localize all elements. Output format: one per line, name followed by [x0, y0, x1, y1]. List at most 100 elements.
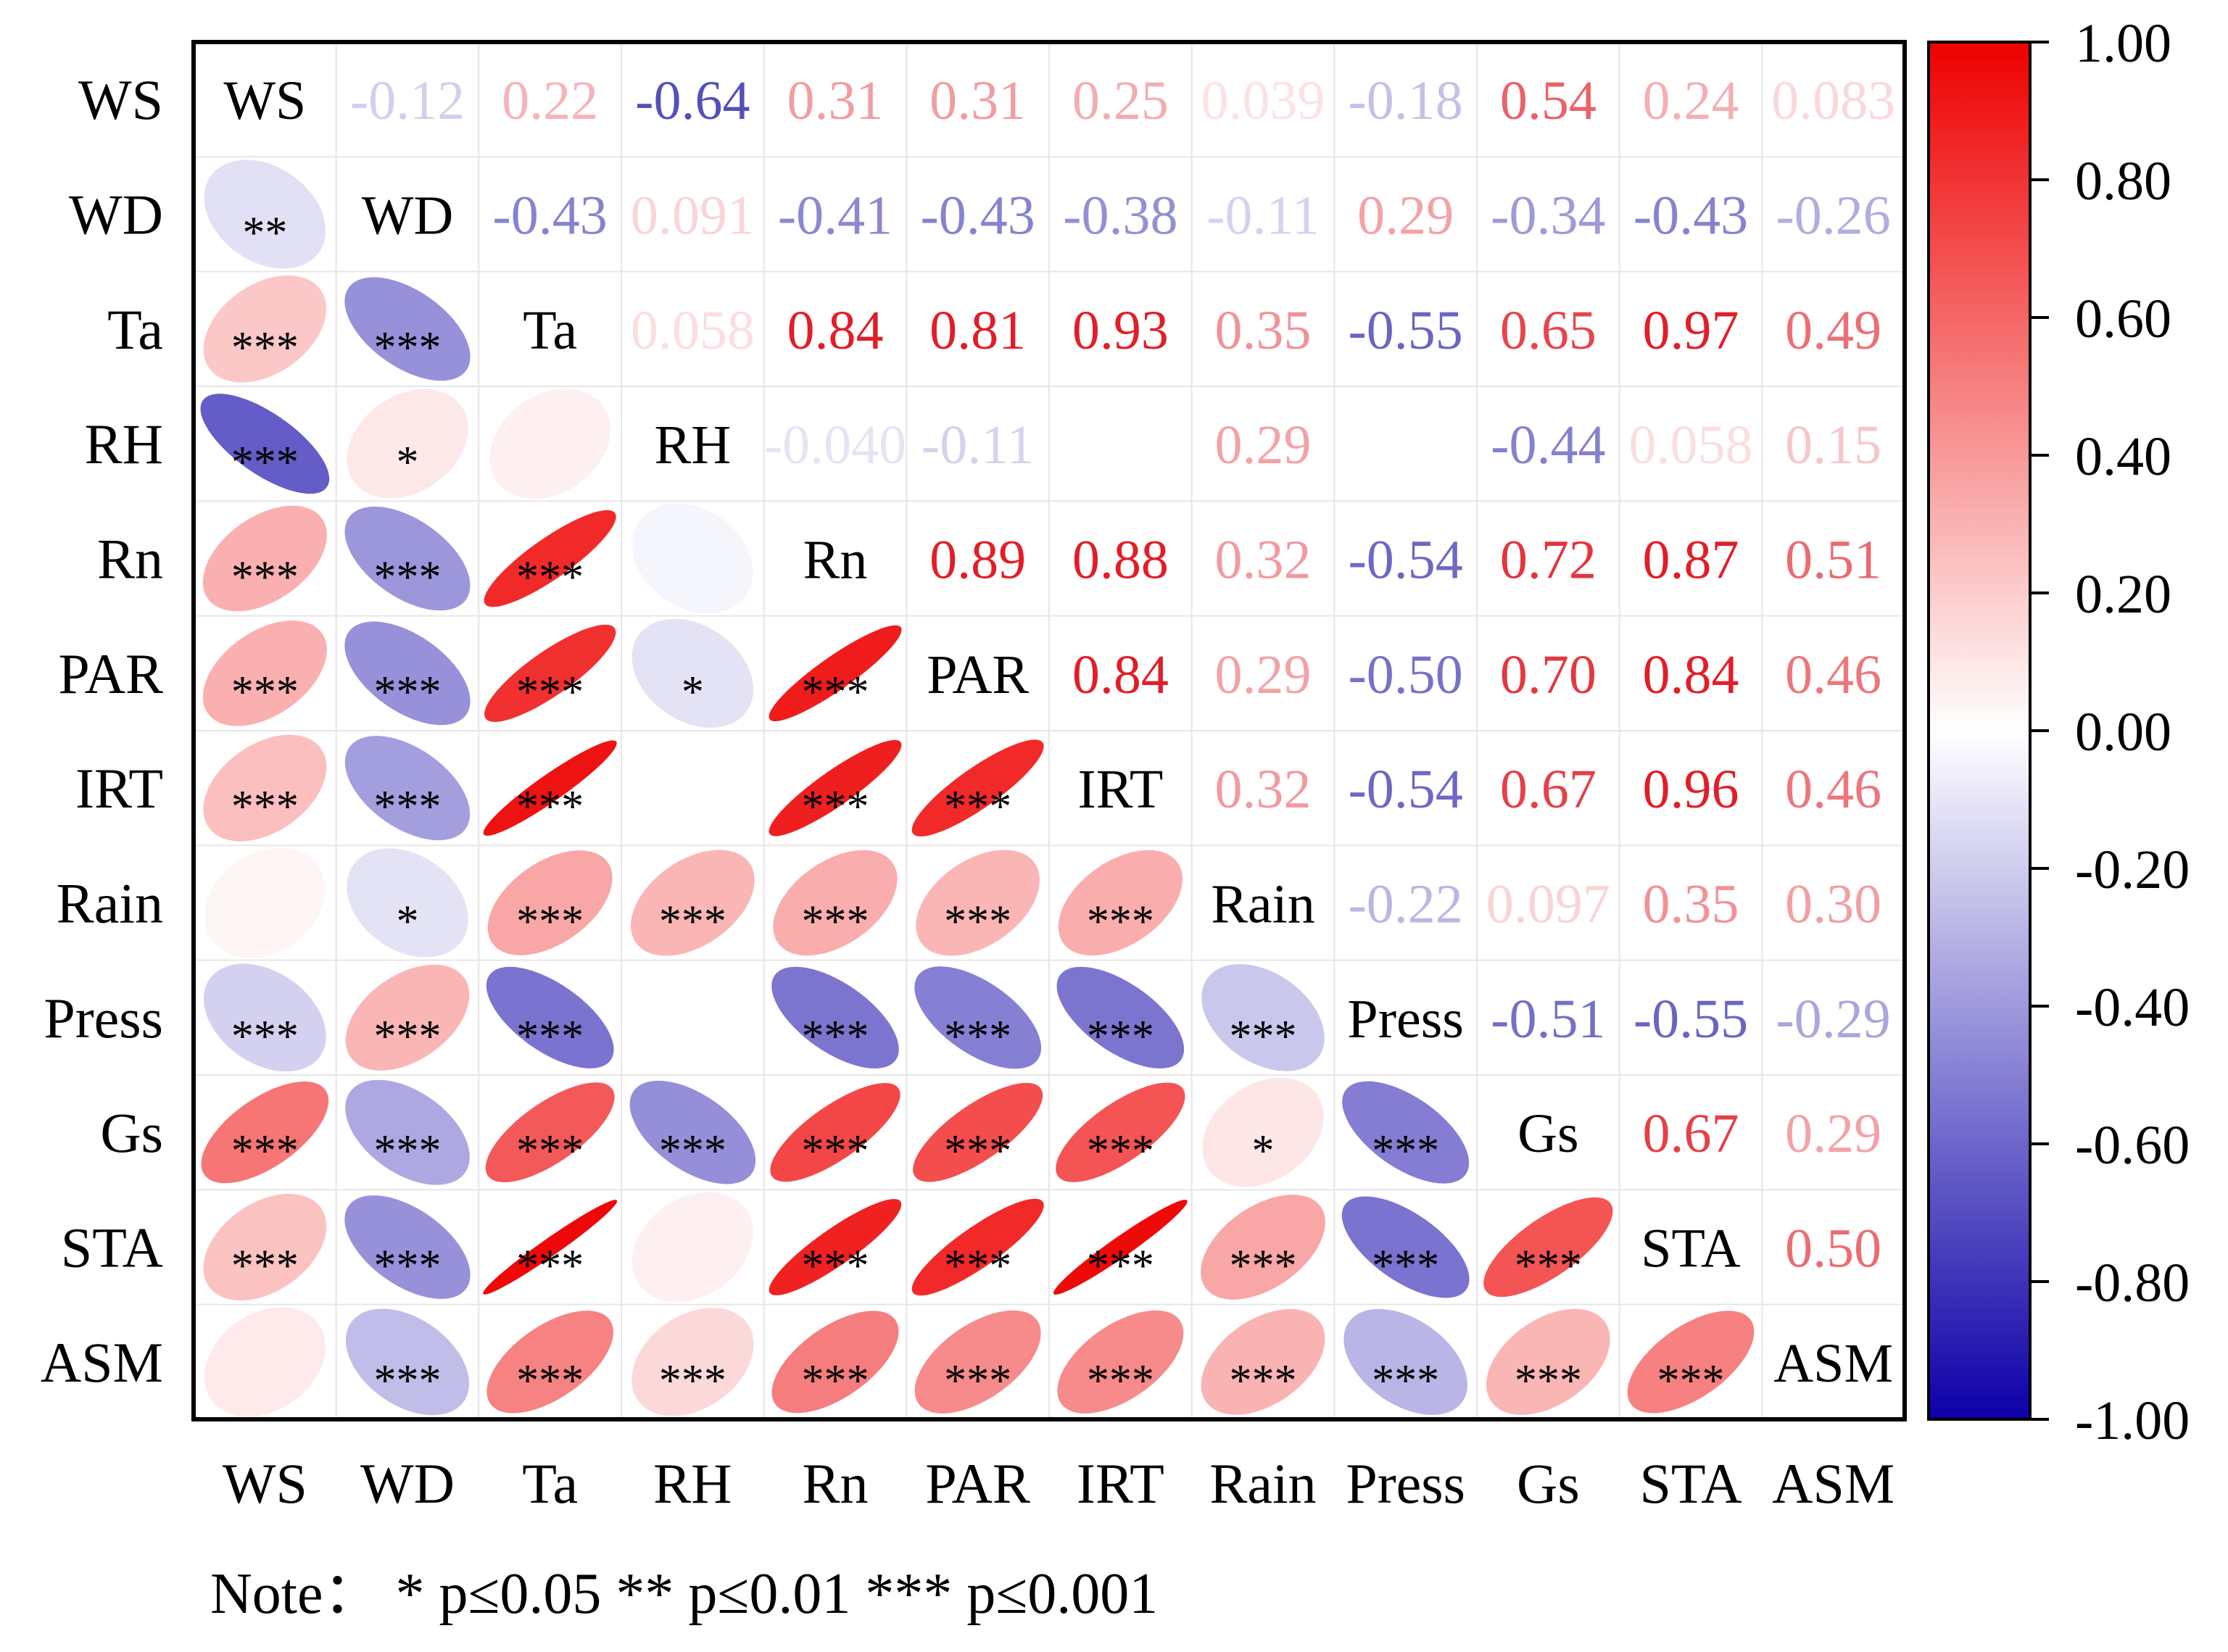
correlation-ellipse [200, 394, 330, 494]
correlation-ellipse [1486, 1308, 1610, 1415]
correlation-value-label: -0.41 [778, 186, 893, 246]
correlation-value-label: 0.31 [929, 70, 1026, 131]
correlation-value-label: -0.55 [1633, 989, 1748, 1050]
diagonal-label: WD [362, 186, 454, 246]
correlation-value-label: 0.67 [1500, 759, 1597, 820]
correlation-ellipse [771, 966, 899, 1068]
significance-stars: *** [374, 553, 442, 602]
significance-stars: *** [374, 782, 442, 831]
correlation-ellipse [911, 1198, 1044, 1296]
row-label-irt: IRT [75, 757, 163, 820]
significance-stars: *** [802, 1012, 869, 1061]
matrix-grid [194, 42, 1905, 1419]
diagonal-label: Ta [523, 300, 577, 361]
diagonal-label: ASM [1773, 1333, 1893, 1394]
correlation-ellipse [1056, 1082, 1185, 1182]
correlation-value-label: -0.34 [1491, 186, 1605, 246]
row-label-press: Press [44, 987, 163, 1050]
significance-stars: *** [231, 1126, 299, 1176]
correlation-value-label: 0.93 [1072, 300, 1169, 361]
correlation-value-label: 0.97 [1643, 300, 1739, 361]
significance-stars: *** [1515, 1356, 1582, 1406]
diagonal-label: Gs [1517, 1103, 1578, 1164]
correlation-ellipse [347, 848, 468, 958]
correlation-ellipse [771, 1311, 899, 1414]
significance-stars: *** [1087, 1242, 1154, 1291]
correlation-value-label: -0.43 [493, 186, 608, 246]
column-label-asm: ASM [1772, 1452, 1894, 1515]
row-label-wd: WD [69, 183, 163, 246]
significance-stars: *** [944, 1126, 1011, 1176]
row-label-rain: Rain [57, 872, 163, 935]
correlation-ellipse [632, 1192, 753, 1303]
correlation-value-label: -0.11 [922, 415, 1035, 476]
significance-stars: *** [516, 1356, 584, 1406]
correlation-ellipse [486, 966, 614, 1068]
correlation-ellipse [911, 739, 1044, 837]
correlation-ellipse [345, 964, 470, 1071]
correlation-ellipse [1053, 1200, 1188, 1295]
significance-stars: *** [231, 1012, 299, 1061]
correlation-ellipse [629, 1080, 756, 1184]
column-labels: WS WD Ta RH Rn PAR IRT Rain Press Gs STA ASM [223, 1452, 1894, 1515]
significance-stars: *** [802, 1126, 869, 1176]
matrix-cells: WS -0.12 0.22 -0.64 0.31 0.31 0.25 0.039 -0.18 0.… [200, 70, 1895, 1417]
correlation-ellipse [916, 850, 1040, 956]
significance-stars: * [397, 897, 419, 947]
correlation-ellipse [1056, 966, 1185, 1068]
correlation-ellipse [344, 736, 471, 841]
correlation-ellipse [344, 1195, 471, 1299]
correlation-ellipse [631, 618, 754, 728]
significance-stars: ** [242, 209, 287, 258]
column-label-irt: IRT [1077, 1452, 1164, 1515]
row-label-asm: ASM [41, 1331, 163, 1394]
diagonal-label: Rain [1211, 874, 1315, 935]
correlation-ellipse [914, 966, 1042, 1069]
colorbar-tick-label: 0.20 [2075, 564, 2171, 625]
significance-stars: *** [1087, 897, 1154, 947]
significance-stars: *** [374, 668, 442, 717]
significance-stars: *** [516, 782, 584, 831]
correlation-ellipse [1342, 1081, 1470, 1184]
diagonal-label: RH [655, 415, 732, 476]
correlation-value-label: 0.058 [1629, 415, 1753, 476]
significance-stars: *** [374, 323, 442, 373]
column-label-par: PAR [925, 1452, 1030, 1515]
correlation-value-label: -0.12 [350, 70, 465, 131]
significance-stars: *** [802, 897, 869, 947]
column-label-ws: WS [223, 1452, 307, 1515]
colorbar-tick-label: -0.80 [2075, 1253, 2190, 1313]
correlation-value-label: 0.72 [1500, 530, 1597, 591]
correlation-value-label: 0.24 [1643, 70, 1739, 131]
colorbar-tick-label: 1.00 [2075, 13, 2171, 74]
correlation-value-label: 0.32 [1215, 530, 1312, 591]
column-label-gs: Gs [1517, 1452, 1580, 1515]
correlation-ellipse [1201, 1308, 1325, 1415]
row-labels: WS WD Ta RH Rn PAR IRT Rain Press Gs STA ASM [41, 68, 163, 1394]
row-label-rh: RH [85, 412, 163, 476]
correlation-value-label: -0.51 [1491, 989, 1605, 1050]
correlation-value-label: -0.29 [1776, 989, 1891, 1050]
significance-stars: *** [1515, 1242, 1582, 1291]
correlation-ellipse [1058, 850, 1183, 956]
significance-stars: *** [944, 897, 1011, 947]
column-label-rh: RH [653, 1452, 732, 1515]
correlation-ellipse [203, 275, 327, 383]
significance-stars: *** [944, 782, 1011, 831]
correlation-value-label: -0.50 [1349, 644, 1463, 705]
significance-stars: *** [1230, 1012, 1297, 1061]
column-label-press: Press [1346, 1452, 1465, 1515]
correlation-value-label: 0.15 [1785, 415, 1881, 476]
correlation-ellipse [1627, 1311, 1755, 1414]
significance-stars: *** [944, 1242, 1011, 1291]
correlation-value-label: 0.25 [1072, 70, 1169, 131]
correlation-value-label: 0.84 [1643, 644, 1739, 705]
correlation-ellipse [485, 1082, 615, 1183]
significance-stars: *** [659, 1356, 726, 1406]
correlation-ellipse [632, 503, 753, 614]
correlation-value-label: 0.35 [1215, 300, 1312, 361]
significance-stars: *** [231, 1242, 299, 1291]
colorbar-tick-label: 0.60 [2075, 289, 2171, 349]
correlation-value-label: 0.22 [502, 70, 598, 131]
correlation-ellipse [345, 1308, 470, 1416]
